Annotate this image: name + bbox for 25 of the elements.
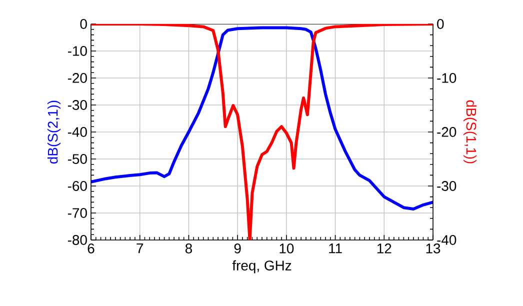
y2-tick-label: -40 [437, 235, 456, 245]
x-tick-label: 11 [329, 244, 342, 254]
y-tick-label: -10 [68, 46, 87, 56]
y2-tick-label: -30 [437, 181, 456, 191]
y2-tick-label: -20 [437, 127, 456, 137]
y-tick-label: -30 [68, 100, 87, 110]
x-tick-label: 9 [234, 244, 241, 254]
x-axis-title: freq, GHz [232, 260, 292, 274]
y2-tick-label: -10 [437, 73, 456, 83]
x-tick-label: 6 [88, 244, 94, 254]
x-tick-label: 7 [136, 244, 144, 254]
y-tick-label: -50 [68, 154, 87, 164]
x-tick-label: 8 [185, 244, 192, 254]
y-tick-label: -70 [68, 208, 87, 218]
y-tick-label: -20 [68, 73, 87, 83]
y-tick-label: 0 [80, 19, 87, 29]
y2-tick-label: 0 [437, 19, 444, 29]
y-tick-label: -60 [68, 181, 87, 191]
y-tick-label: -80 [68, 235, 87, 245]
y-tick-label: -40 [68, 127, 87, 137]
x-tick-label: 13 [426, 244, 440, 254]
y-axis-title: dB(S(2,1)) [47, 100, 60, 164]
y2-axis-title: dB(S(1,1)) [464, 100, 477, 164]
x-tick-label: 12 [377, 244, 392, 254]
x-tick-label: 10 [280, 244, 294, 254]
